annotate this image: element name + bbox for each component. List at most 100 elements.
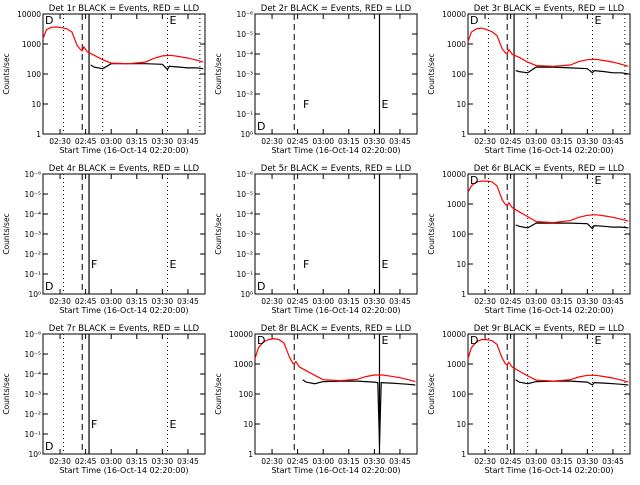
panel-4-title: Det 4r BLACK = Events, RED = LLD: [49, 164, 200, 174]
panel-7-xtick-label: 02:30: [49, 457, 71, 466]
panel-1-xtick-label: 03:45: [177, 137, 199, 146]
panel-4-ytick-label: 10⁻⁶: [24, 170, 41, 179]
panel-7-ytick-label: 10⁻⁴: [24, 370, 41, 379]
panel-7-ylabel: Counts/sec: [2, 373, 11, 414]
panel-6-ytick-label: 100: [452, 230, 467, 239]
panel-3-ytick-label: 1: [461, 130, 466, 139]
panel-6-ylabel: Counts/sec: [427, 213, 436, 254]
panel-8-ytick-label: 1000: [234, 360, 253, 369]
panel-9-xtick-label: 03:15: [551, 457, 573, 466]
panel-1-xtick-label: 02:30: [49, 137, 71, 146]
panel-6-ytick-label: 1: [461, 290, 466, 299]
panel-1-ytick-label: 1000: [22, 40, 41, 49]
panel-9-xtick-label: 02:30: [474, 457, 496, 466]
panel-2-title: Det 2r BLACK = Events, RED = LLD: [261, 4, 412, 14]
panel-8-frame: [254, 333, 418, 455]
panel-8-ytick-label: 1: [248, 450, 253, 459]
panel-2-xlabel: Start Time (16-Oct-14 02:20:00): [271, 146, 400, 155]
panel-3-ytick-label: 10: [456, 100, 466, 109]
panel-3-xtick-label: 03:30: [577, 137, 599, 146]
panel-8-xlabel: Start Time (16-Oct-14 02:20:00): [271, 466, 400, 475]
panel-1-ytick-label: 100: [27, 70, 42, 79]
panel-6-xtick-label: 03:30: [577, 297, 599, 306]
panel-9-letter-e: E: [594, 334, 601, 347]
panel-8-letter-d: D: [257, 334, 265, 347]
panel-3-letter-e: E: [594, 14, 601, 27]
panel-7-xtick-label: 03:30: [152, 457, 174, 466]
panel-4-frame: [42, 173, 206, 295]
panel-4-ylabel: Counts/sec: [2, 213, 11, 254]
panel-6-xtick-label: 02:45: [500, 297, 522, 306]
panel-7-ytick-label: 10⁻³: [24, 390, 41, 399]
panel-9-xtick-label: 03:45: [602, 457, 624, 466]
panel-2-letter-e: E: [381, 98, 388, 111]
panel-3-ylabel: Counts/sec: [427, 53, 436, 94]
panel-9-letter-d: D: [470, 334, 478, 347]
panel-5-letter-f: F: [303, 258, 309, 271]
panel-2-ytick-label: 10⁻⁵: [236, 30, 253, 39]
panel-4-xtick-label: 03:30: [152, 297, 174, 306]
panel-4-ytick-label: 10⁻³: [24, 230, 41, 239]
panel-4-ytick-label: 10⁻⁵: [24, 190, 41, 199]
panel-6-title: Det 6r BLACK = Events, RED = LLD: [474, 164, 625, 174]
panel-5-ytick-label: 10⁻⁶: [236, 170, 253, 179]
panel-4-ytick-label: 10⁻⁴: [24, 210, 41, 219]
panel-4-letter-e: E: [169, 258, 176, 271]
panel-3-xtick-label: 03:00: [525, 137, 547, 146]
panel-8-ytick-label: 10000: [229, 330, 253, 339]
panel-6-xtick-label: 03:45: [602, 297, 624, 306]
panel-1-series-lld: [42, 26, 204, 65]
panel-2-ytick-label: 10⁻⁴: [236, 50, 253, 59]
panel-5-xlabel: Start Time (16-Oct-14 02:20:00): [271, 306, 400, 315]
panel-1-xlabel: Start Time (16-Oct-14 02:20:00): [59, 146, 188, 155]
panel-5-letter-e: E: [381, 258, 388, 271]
panel-4-xtick-label: 02:30: [49, 297, 71, 306]
panel-3-letter-d: D: [470, 14, 478, 27]
panel-2-ytick-label: 10⁰: [240, 130, 253, 139]
panel-7-letter-e: E: [169, 418, 176, 431]
panel-2-xtick-label: 02:45: [287, 137, 309, 146]
panel-6-frame: [467, 173, 631, 295]
panel-8-xtick-label: 02:45: [287, 457, 309, 466]
panel-6-xtick-label: 03:15: [551, 297, 573, 306]
panel-9-xtick-label: 03:30: [577, 457, 599, 466]
panel-4-ytick-label: 10⁻¹: [24, 270, 41, 279]
panel-8-title: Det 8r BLACK = Events, RED = LLD: [261, 324, 412, 334]
panel-2-xtick-label: 02:30: [261, 137, 283, 146]
panel-2-xtick-label: 03:45: [389, 137, 411, 146]
panel-6-series-events: [515, 222, 629, 230]
panel-9-ytick-label: 1: [461, 450, 466, 459]
panel-1-xtick-label: 03:00: [100, 137, 122, 146]
panel-5-xtick-label: 02:30: [261, 297, 283, 306]
panel-5-xtick-label: 03:30: [364, 297, 386, 306]
panel-1-xtick-label: 02:45: [75, 137, 97, 146]
panel-9-series-lld: [467, 339, 629, 383]
panel-1-xtick-label: 03:15: [126, 137, 148, 146]
panel-5-ytick-label: 10⁻⁴: [236, 210, 253, 219]
panel-2-xtick-label: 03:30: [364, 137, 386, 146]
panel-7-frame: [42, 333, 206, 455]
panel-8-series-lld: [254, 337, 416, 383]
panel-3-xtick-label: 02:45: [500, 137, 522, 146]
panel-1-ytick-label: 10: [31, 100, 41, 109]
panel-2-frame: [254, 13, 418, 135]
panel-7-xtick-label: 03:15: [126, 457, 148, 466]
panel-7-letter-d: D: [45, 440, 53, 453]
panel-5-ytick-label: 10⁻²: [236, 250, 253, 259]
panel-6-xtick-label: 02:30: [474, 297, 496, 306]
panel-5-frame: [254, 173, 418, 295]
panel-7-ytick-label: 10⁻²: [24, 410, 41, 419]
panel-6-letter-e: E: [594, 174, 601, 187]
panel-3-ytick-label: 10000: [442, 10, 466, 19]
panel-5-letter-d: D: [257, 280, 265, 293]
panel-7-xlabel: Start Time (16-Oct-14 02:20:00): [59, 466, 188, 475]
panel-5-title: Det 5r BLACK = Events, RED = LLD: [261, 164, 412, 174]
panel-6-xtick-label: 03:00: [525, 297, 547, 306]
panel-2-xtick-label: 03:15: [338, 137, 360, 146]
panel-1-ytick-label: 1: [36, 130, 41, 139]
panel-6-ytick-label: 10000: [442, 170, 466, 179]
panel-8-ytick-label: 10: [243, 420, 253, 429]
panel-8-xtick-label: 03:45: [389, 457, 411, 466]
panel-9-series-events: [515, 379, 629, 386]
panel-7-letter-f: F: [91, 418, 97, 431]
